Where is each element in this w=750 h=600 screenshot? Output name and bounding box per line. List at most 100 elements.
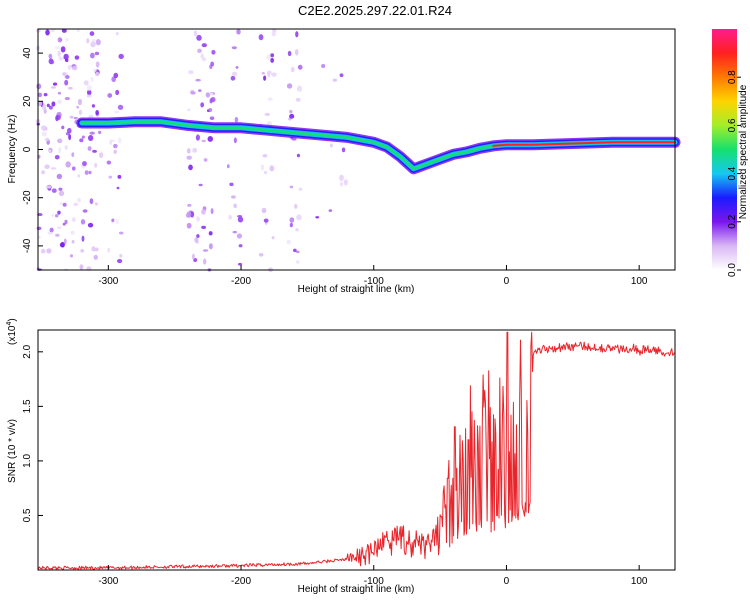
spectral-noise-point <box>41 170 45 175</box>
y-tick-label: -40 <box>22 238 33 253</box>
spectral-noise-point <box>295 228 299 232</box>
spectral-noise-point <box>261 72 265 75</box>
spectral-noise-point <box>115 218 119 225</box>
spectral-noise-point <box>208 243 213 250</box>
spectral-noise-point <box>232 230 238 234</box>
spectral-noise-point <box>186 148 191 154</box>
spectral-noise-point <box>108 175 113 179</box>
spectral-noise-point <box>296 153 301 158</box>
spectral-noise-point <box>77 198 81 203</box>
spectral-noise-point <box>71 240 75 244</box>
spectral-noise-point <box>36 226 42 231</box>
spectral-noise-point <box>228 214 233 220</box>
colorbar-tick-label: 0.4 <box>727 166 738 180</box>
spectral-noise-point <box>263 170 268 175</box>
spectral-noise-point <box>87 134 94 142</box>
spectral-noise-point <box>94 51 100 56</box>
spectral-noise-point <box>82 209 88 213</box>
spectral-noise-point <box>293 248 297 253</box>
spectral-noise-point <box>200 102 205 108</box>
spectral-noise-point <box>71 152 75 157</box>
spectral-noise-point <box>95 39 101 46</box>
spectral-ridge-layer <box>76 116 681 175</box>
spectral-noise-point <box>64 79 69 86</box>
spectral-noise-point <box>57 226 62 230</box>
colorbar-tick-label: 0.8 <box>727 70 738 84</box>
spectral-noise-point <box>91 104 96 108</box>
x-tick-label: -200 <box>231 576 251 587</box>
spectral-noise-point <box>79 264 84 270</box>
spectral-noise-point <box>46 248 52 254</box>
spectral-noise-point <box>291 137 297 141</box>
spectral-noise-point <box>295 31 299 38</box>
spectral-noise-point <box>341 147 346 153</box>
spectral-noise-point <box>57 210 61 215</box>
spectral-noise-point <box>50 167 57 170</box>
spectral-noise-point <box>270 57 275 63</box>
spectral-noise-point <box>190 91 196 95</box>
spectral-noise-point <box>258 34 264 41</box>
snr-frame <box>37 329 676 571</box>
spectral-noise-point <box>41 131 47 137</box>
spectral-noise-point <box>86 94 92 98</box>
spectral-noise-point <box>56 173 63 180</box>
spectral-noise-point <box>92 38 96 42</box>
spectral-noise-point <box>113 110 120 114</box>
spectral-noise-point <box>58 187 63 191</box>
spectral-noise-point <box>46 103 50 108</box>
spectral-noise-point <box>210 208 214 215</box>
colorbar-ticks: 0.0 0.2 0.4 0.6 0.8 <box>727 70 741 277</box>
spectral-noise-point <box>97 130 102 135</box>
spectral-noise-point <box>233 203 238 209</box>
spectral-scatter-layer <box>35 28 348 272</box>
spectral-noise-point <box>339 174 344 181</box>
spectral-noise-point <box>201 43 207 48</box>
spectral-noise-point <box>258 252 264 257</box>
spectral-noise-point <box>328 209 333 212</box>
spectral-noise-point <box>64 219 68 225</box>
spectral-noise-point <box>196 216 201 222</box>
spectral-noise-point <box>87 89 92 96</box>
y-tick-label: 20 <box>22 95 33 107</box>
spectral-noise-point <box>48 149 52 153</box>
spectral-noise-point <box>71 65 78 71</box>
spectral-noise-point <box>186 155 192 160</box>
chart-title: C2E2.2025.297.22.01.R24 <box>298 3 452 18</box>
spectral-noise-point <box>82 160 87 167</box>
spectral-noise-point <box>57 99 62 104</box>
spectral-noise-point <box>298 187 303 191</box>
spectral-noise-point <box>51 213 55 217</box>
spectral-noise-point <box>81 135 85 139</box>
spectral-noise-point <box>113 149 117 155</box>
spectral-noise-point <box>207 136 214 142</box>
spectral-noise-point <box>117 174 122 179</box>
spectral-noise-point <box>200 53 204 60</box>
x-tick-label: -100 <box>364 276 384 287</box>
colorbar-tick-label: 0.6 <box>727 118 738 132</box>
spectral-noise-point <box>202 258 207 265</box>
x-tick-label: 100 <box>631 276 648 287</box>
spectral-noise-point <box>93 254 98 260</box>
y-tick-label: -20 <box>22 190 33 205</box>
spectral-noise-point <box>118 53 124 60</box>
spectral-noise-point <box>289 109 293 114</box>
spectral-noise-point <box>64 96 70 101</box>
spectral-noise-point <box>269 165 275 172</box>
spectral-noise-point <box>263 218 269 223</box>
spectral-noise-point <box>261 207 267 214</box>
spectral-noise-point <box>90 76 94 82</box>
spectral-noise-point <box>95 61 100 68</box>
spectral-noise-point <box>115 32 119 36</box>
spectral-noise-point <box>287 50 292 57</box>
x-tick-label: -300 <box>98 276 118 287</box>
spectral-noise-point <box>86 38 90 44</box>
spectral-noise-point <box>191 253 195 260</box>
spectral-noise-point <box>92 149 97 153</box>
spectral-noise-point <box>49 227 54 233</box>
spectral-noise-point <box>231 71 238 76</box>
spectral-noise-point <box>81 235 85 242</box>
spectral-noise-point <box>79 138 84 143</box>
colorbar: 0.0 0.2 0.4 0.6 0.8 Normalized spectral ampl… <box>712 29 749 277</box>
spectral-noise-point <box>188 70 194 75</box>
